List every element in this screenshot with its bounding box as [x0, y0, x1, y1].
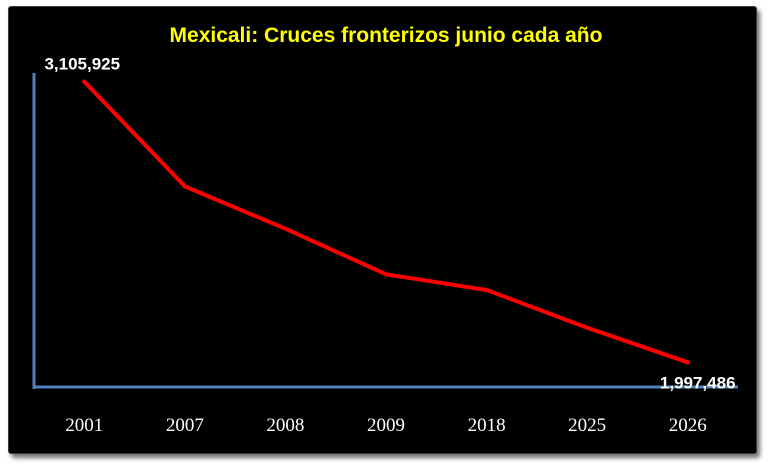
data-point-2018 [484, 288, 489, 293]
data-point-2008 [283, 226, 288, 231]
x-tick-label: 2025 [568, 415, 606, 436]
series-group [82, 79, 690, 365]
x-tick-label: 2007 [166, 415, 204, 436]
chart-title: Mexicali: Cruces fronterizos junio cada … [170, 24, 603, 47]
data-point-2007 [182, 184, 187, 189]
x-tick-labels: 2001 2007 2008 2009 2018 2025 2026 [65, 415, 706, 436]
data-label: 3,105,925 [44, 55, 120, 74]
data-point-2009 [384, 272, 388, 277]
x-tick-label: 2008 [266, 415, 304, 436]
chart-area: Mexicali: Cruces fronterizos junio cada … [8, 6, 757, 454]
series-line [82, 79, 690, 365]
data-labels: 3,105,925 1,997,486 [44, 55, 735, 393]
x-tick-label: 2009 [367, 415, 405, 436]
data-label: 1,997,486 [660, 373, 736, 392]
axes [32, 73, 738, 389]
data-point-2001 [82, 79, 87, 84]
x-tick-label: 2001 [65, 415, 103, 436]
x-tick-label: 2026 [669, 415, 707, 436]
x-tick-label: 2018 [468, 415, 506, 436]
line-chart: Mexicali: Cruces fronterizos junio cada … [32, 24, 738, 436]
data-point-2026 [685, 360, 690, 365]
data-point-2025 [585, 325, 590, 330]
